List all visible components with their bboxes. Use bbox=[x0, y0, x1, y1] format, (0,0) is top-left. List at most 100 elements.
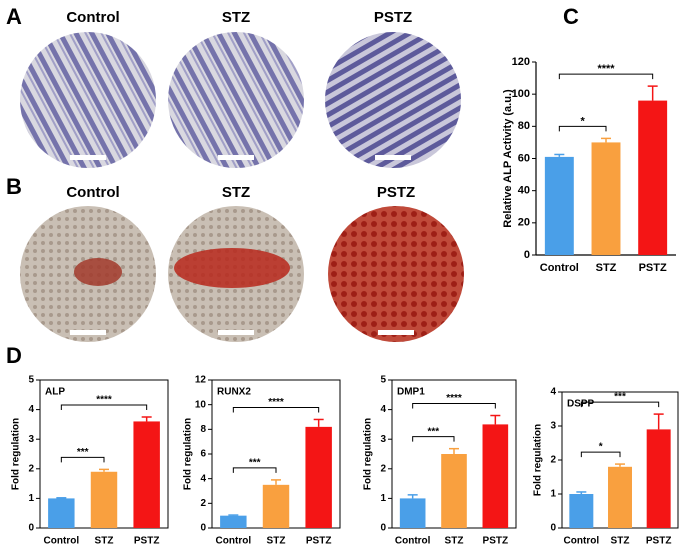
x-tick-label: Control bbox=[395, 536, 431, 547]
bar bbox=[569, 494, 594, 528]
significance-bracket bbox=[580, 401, 660, 408]
y-tick-label: 0 bbox=[28, 523, 34, 534]
significance-label: * bbox=[599, 442, 603, 453]
bar bbox=[591, 142, 621, 255]
significance-label: **** bbox=[268, 397, 284, 408]
x-tick-label: Control bbox=[216, 536, 252, 547]
micrograph bbox=[168, 32, 304, 168]
bar bbox=[262, 484, 290, 528]
y-tick-label: 3 bbox=[380, 434, 386, 445]
panel-label: D bbox=[6, 343, 22, 368]
x-tick-label: Control bbox=[564, 536, 600, 547]
x-tick-label: STZ bbox=[267, 536, 286, 547]
x-tick-label: Control bbox=[540, 262, 579, 274]
x-tick-label: STZ bbox=[445, 536, 464, 547]
significance-label: **** bbox=[446, 393, 462, 404]
x-tick-label: PSTZ bbox=[134, 536, 160, 547]
y-tick-label: 4 bbox=[550, 387, 556, 398]
scale-bar bbox=[375, 155, 411, 160]
bar bbox=[608, 466, 632, 528]
y-tick-label: 0 bbox=[524, 249, 530, 261]
y-tick-label: 4 bbox=[380, 404, 386, 415]
x-tick-label: PSTZ bbox=[306, 536, 332, 547]
scale-bar bbox=[70, 155, 106, 160]
micrographs bbox=[20, 32, 464, 342]
y-tick-label: 0 bbox=[380, 523, 386, 534]
scale-bar bbox=[218, 330, 254, 335]
micrograph bbox=[325, 32, 461, 168]
y-axis-label: Fold regulation bbox=[533, 424, 544, 496]
scale-bar bbox=[378, 330, 414, 335]
y-tick-label: 2 bbox=[380, 463, 386, 474]
column-label: Control bbox=[66, 9, 119, 26]
y-tick-label: 2 bbox=[200, 498, 206, 509]
stain bbox=[74, 258, 122, 286]
column-label: Control bbox=[66, 184, 119, 201]
chart-title: ALP bbox=[45, 387, 65, 398]
y-tick-label: 0 bbox=[200, 523, 206, 534]
y-tick-label: 120 bbox=[512, 56, 530, 68]
significance-label: **** bbox=[96, 395, 112, 406]
column-label: PSTZ bbox=[377, 184, 415, 201]
y-tick-label: 3 bbox=[550, 421, 556, 432]
column-label: PSTZ bbox=[374, 9, 412, 26]
panel-label: A bbox=[6, 4, 22, 29]
x-tick-label: Control bbox=[44, 536, 80, 547]
significance-label: **** bbox=[597, 63, 615, 75]
y-tick-label: 8 bbox=[200, 424, 206, 435]
y-axis-label: Fold regulation bbox=[183, 418, 194, 490]
bar bbox=[305, 426, 332, 528]
bar bbox=[638, 100, 668, 255]
x-tick-label: STZ bbox=[95, 536, 114, 547]
column-label: STZ bbox=[222, 184, 250, 201]
bar bbox=[646, 429, 671, 528]
bar bbox=[482, 424, 509, 528]
panel-label: B bbox=[6, 174, 22, 199]
column-label: STZ bbox=[222, 9, 250, 26]
significance-bracket bbox=[232, 467, 277, 473]
bar bbox=[48, 498, 75, 528]
x-tick-label: STZ bbox=[596, 262, 617, 274]
y-tick-label: 5 bbox=[28, 375, 34, 386]
x-tick-label: PSTZ bbox=[483, 536, 509, 547]
significance-bracket bbox=[558, 125, 607, 132]
y-tick-label: 80 bbox=[518, 120, 530, 132]
significance-bracket bbox=[580, 451, 621, 458]
chart-title: DSPP bbox=[567, 399, 595, 410]
scale-bar bbox=[70, 330, 106, 335]
chart-title: DMP1 bbox=[397, 387, 425, 398]
y-tick-label: 12 bbox=[195, 375, 207, 386]
significance-bracket bbox=[412, 403, 496, 409]
significance-bracket bbox=[412, 436, 455, 442]
y-tick-label: 0 bbox=[550, 523, 556, 534]
bar bbox=[399, 498, 426, 528]
y-tick-label: 1 bbox=[28, 493, 34, 504]
significance-label: *** bbox=[614, 392, 626, 403]
y-axis-label: Fold regulation bbox=[363, 418, 374, 490]
significance-bracket bbox=[232, 406, 320, 413]
significance-label: *** bbox=[427, 426, 439, 437]
y-axis-label: Relative ALP Activity (a.u.) bbox=[502, 89, 514, 228]
x-tick-label: STZ bbox=[611, 536, 630, 547]
y-tick-label: 6 bbox=[200, 449, 206, 460]
y-tick-label: 10 bbox=[195, 399, 207, 410]
y-tick-label: 2 bbox=[28, 463, 34, 474]
bar bbox=[544, 156, 574, 255]
x-tick-label: PSTZ bbox=[646, 536, 672, 547]
y-tick-label: 5 bbox=[380, 375, 386, 386]
panel-label: C bbox=[563, 4, 579, 29]
bar bbox=[90, 471, 118, 528]
y-tick-label: 3 bbox=[28, 434, 34, 445]
y-tick-label: 100 bbox=[512, 88, 530, 100]
stain bbox=[174, 248, 290, 288]
significance-label: *** bbox=[77, 447, 89, 458]
y-tick-label: 60 bbox=[518, 152, 530, 164]
scale-bar bbox=[218, 155, 254, 160]
bar bbox=[441, 454, 467, 528]
y-tick-label: 1 bbox=[550, 489, 556, 500]
significance-label: *** bbox=[249, 458, 261, 469]
y-tick-label: 20 bbox=[518, 217, 530, 229]
y-tick-label: 2 bbox=[550, 455, 556, 466]
micrograph bbox=[328, 206, 464, 342]
